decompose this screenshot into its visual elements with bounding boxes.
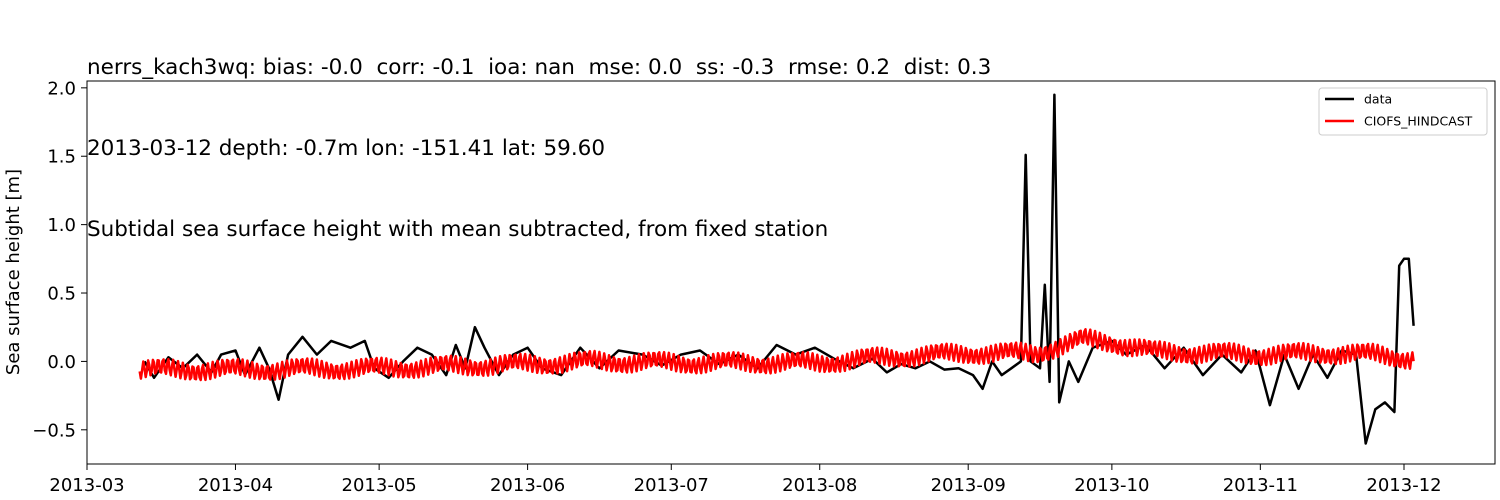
chart-title-block: nerrs_kach3wq: bias: -0.0 corr: -0.1 ioa… bbox=[87, 0, 991, 270]
legend-label-ciofs-hindcast: CIOFS_HINDCAST bbox=[1364, 114, 1473, 129]
legend-frame bbox=[1318, 87, 1488, 136]
plot-area-frame bbox=[86, 80, 1496, 465]
y-tick-label: 0.0 bbox=[47, 352, 76, 373]
x-tick-label: 2013-03 bbox=[49, 475, 124, 496]
y-axis-label: Sea surface height [m] bbox=[3, 169, 24, 375]
series-line-data bbox=[143, 93, 1415, 445]
x-axis: 2013-03 2013-04 2013-05 2013-06 2013-07 2013-… bbox=[49, 464, 1442, 496]
x-tick-label: 2013-10 bbox=[1074, 475, 1149, 496]
y-tick-label: 1.5 bbox=[47, 147, 76, 168]
chart-title-line-1: nerrs_kach3wq: bias: -0.0 corr: -0.1 ioa… bbox=[87, 55, 992, 80]
x-tick-label: 2013-05 bbox=[342, 475, 417, 496]
series-layer bbox=[138, 93, 1415, 445]
y-tick-label: 1.0 bbox=[47, 215, 76, 236]
x-tick-label: 2013-08 bbox=[782, 475, 857, 496]
legend: data CIOFS_HINDCAST bbox=[1318, 87, 1488, 136]
x-tick-label: 2013-07 bbox=[634, 475, 709, 496]
chart-title-line-2: 2013-03-12 depth: -0.7m lon: -151.41 lat… bbox=[87, 136, 606, 161]
x-tick-label: 2013-09 bbox=[931, 475, 1006, 496]
y-axis: −0.5 0.0 0.5 1.0 1.5 2.0 bbox=[32, 78, 87, 441]
y-tick-label: 2.0 bbox=[47, 78, 76, 99]
chart-title-line-3: Subtidal sea surface height with mean su… bbox=[87, 217, 829, 242]
y-tick-label: −0.5 bbox=[32, 420, 76, 441]
x-tick-label: 2013-11 bbox=[1223, 475, 1298, 496]
legend-label-data: data bbox=[1364, 92, 1392, 107]
x-tick-label: 2013-12 bbox=[1366, 475, 1441, 496]
y-tick-label: 0.5 bbox=[47, 284, 76, 305]
series-line-ciofs-hindcast bbox=[138, 328, 1415, 382]
x-tick-label: 2013-04 bbox=[198, 475, 273, 496]
x-tick-label: 2013-06 bbox=[490, 475, 565, 496]
